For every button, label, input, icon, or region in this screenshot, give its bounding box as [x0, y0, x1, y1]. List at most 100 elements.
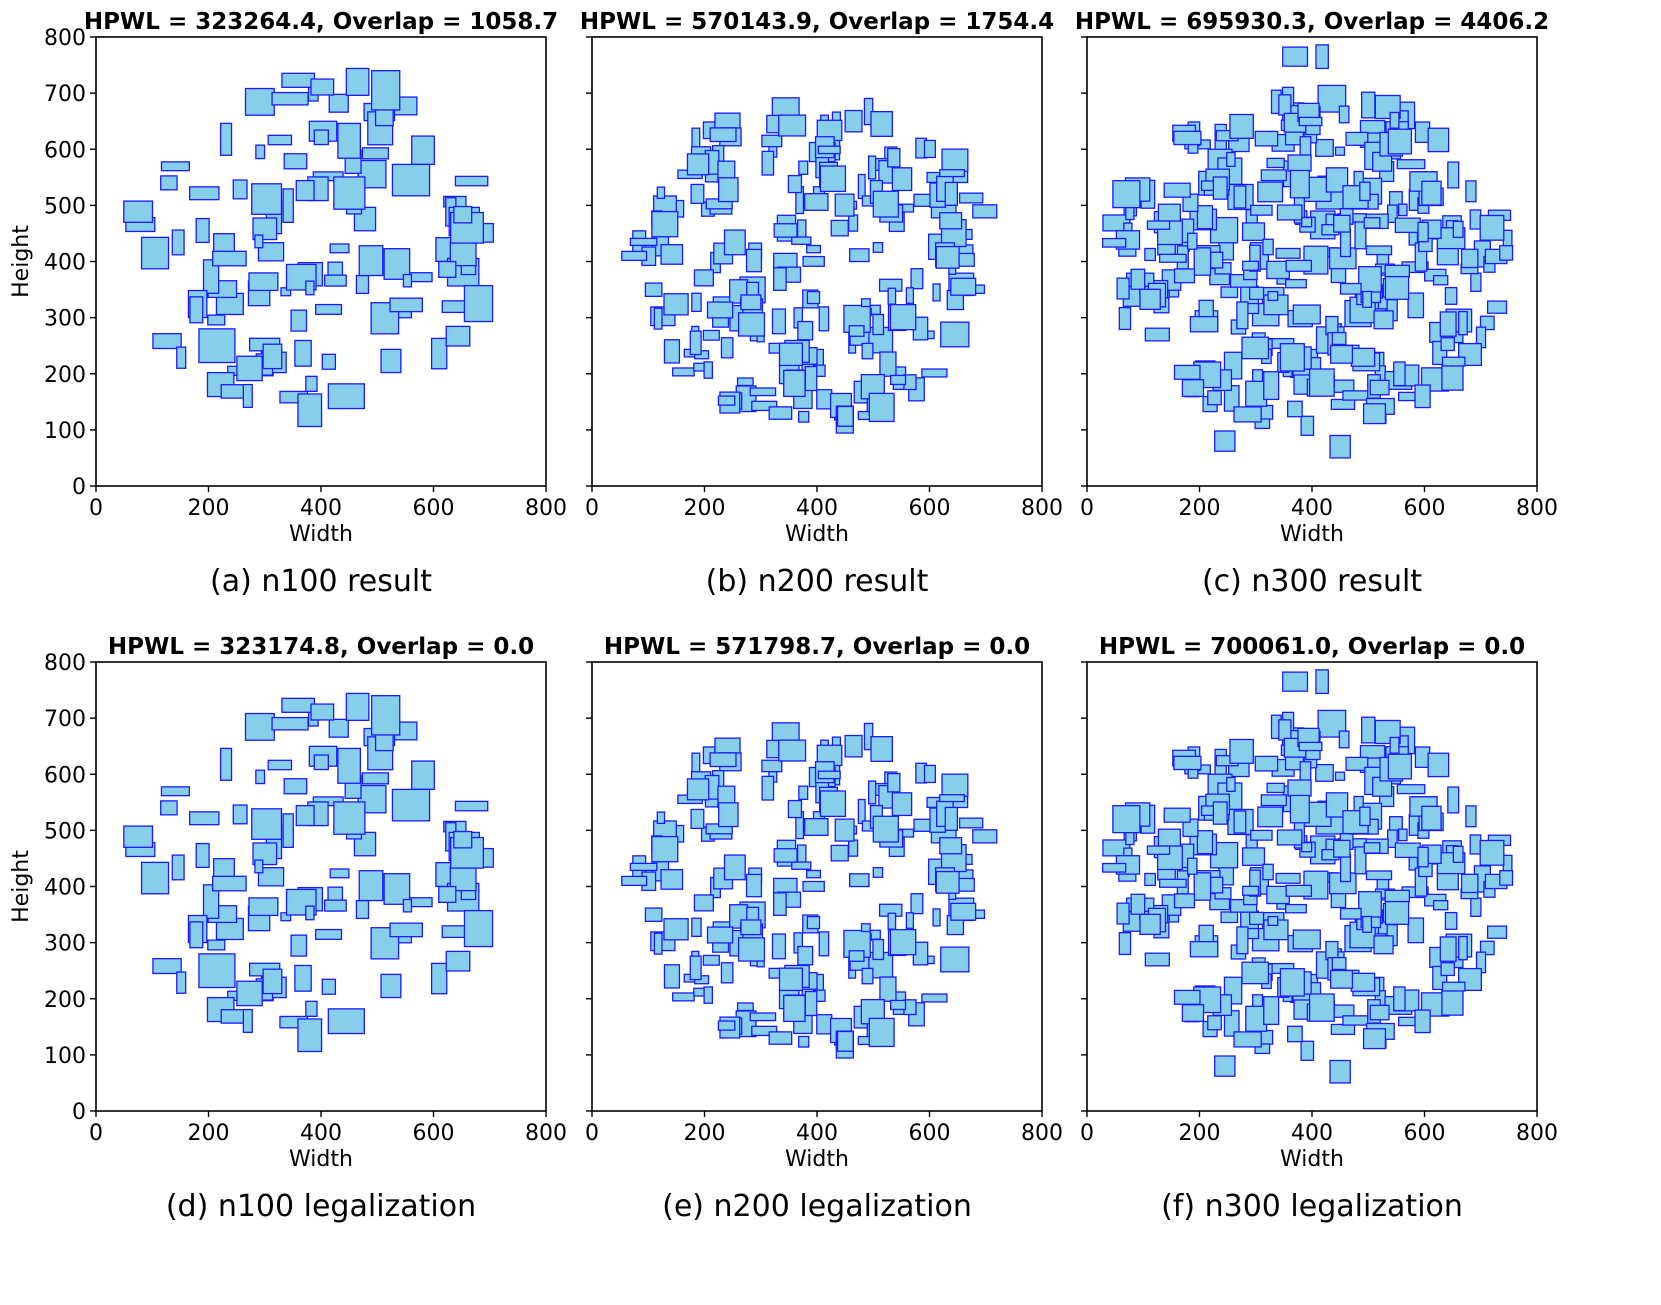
macro-block — [1300, 415, 1315, 436]
x-tick-label: 800 — [1021, 1121, 1063, 1146]
macro-block — [686, 153, 710, 176]
macro-block — [1479, 839, 1505, 866]
macro-block — [391, 788, 431, 822]
macro-block — [1359, 181, 1371, 202]
macro-block — [244, 87, 275, 116]
macro-block — [1389, 111, 1400, 129]
macro-block — [1275, 247, 1301, 259]
macro-block — [1276, 829, 1303, 846]
macro-block — [257, 867, 285, 887]
x-tick-label: 800 — [1516, 1121, 1558, 1146]
x-tick-label: 200 — [188, 496, 230, 521]
macro-block — [751, 400, 778, 412]
macro-block — [1345, 131, 1369, 146]
macro-block — [778, 967, 804, 992]
macro-block — [1465, 180, 1477, 203]
macro-block — [787, 174, 803, 194]
macro-block — [1220, 911, 1239, 924]
macro-block — [1373, 310, 1394, 330]
macro-block — [910, 893, 924, 915]
macro-block — [644, 907, 663, 923]
subplot-d: HPWL = 323174.8, Overlap = 0.0 0 200 400 600… — [9, 634, 567, 1224]
macro-block — [1414, 1009, 1431, 1034]
macro-block — [321, 978, 337, 995]
macro-block — [830, 219, 849, 237]
macro-block — [872, 866, 884, 878]
macro-block — [1441, 989, 1464, 1016]
macro-block — [1460, 248, 1479, 269]
macro-block — [358, 870, 384, 902]
macro-block — [1486, 300, 1508, 314]
y-tick-label: 500 — [44, 819, 86, 844]
macro-block — [816, 389, 833, 410]
macro-block — [212, 250, 247, 267]
macro-block — [1226, 776, 1236, 792]
macro-block — [751, 1025, 778, 1037]
macro-block — [879, 351, 897, 377]
macro-block — [1329, 344, 1354, 364]
macro-block — [297, 1018, 323, 1053]
y-tick-label: 600 — [44, 138, 86, 163]
macro-block — [798, 160, 809, 175]
macro-block — [195, 842, 210, 869]
macro-block — [1384, 889, 1411, 903]
macro-block — [935, 245, 960, 269]
macro-block — [1452, 845, 1464, 864]
macro-block — [251, 183, 283, 215]
macro-block — [219, 122, 233, 156]
macro-block — [849, 873, 870, 888]
macro-block — [740, 919, 762, 936]
macro-block — [315, 303, 343, 315]
macro-block — [691, 292, 702, 313]
macro-block — [1196, 205, 1214, 230]
macro-block — [1278, 719, 1292, 741]
x-tick-label: 400 — [300, 496, 342, 521]
macro-block — [160, 786, 190, 797]
macro-block — [849, 248, 870, 263]
macro-block — [706, 926, 734, 944]
macro-block — [1254, 418, 1271, 430]
x-tick-label: 800 — [1021, 496, 1063, 521]
macro-block — [749, 1012, 777, 1022]
y-tick-label: 500 — [44, 194, 86, 219]
macro-block — [791, 236, 812, 245]
macro-block — [283, 778, 308, 795]
macro-block — [798, 1035, 810, 1048]
y-tick-label: 700 — [44, 707, 86, 732]
macro-block — [1263, 371, 1280, 401]
macro-block — [889, 928, 917, 956]
macro-block — [463, 284, 494, 323]
macro-block — [806, 290, 821, 305]
macro-block — [834, 818, 855, 842]
macro-block — [1101, 237, 1127, 248]
macro-block — [123, 200, 154, 223]
blocks — [621, 97, 998, 434]
macro-block — [1421, 180, 1442, 206]
macro-block — [870, 735, 894, 762]
x-axis-label: Width — [1280, 522, 1344, 547]
macro-block — [717, 802, 739, 828]
macro-block — [1373, 935, 1394, 955]
macro-block — [1427, 127, 1450, 153]
macro-block — [280, 912, 292, 922]
macro-block — [1439, 936, 1457, 962]
macro-block — [941, 148, 969, 172]
macro-block — [1173, 130, 1202, 146]
macro-block — [1210, 251, 1224, 269]
blocks — [123, 692, 494, 1053]
macro-block — [1173, 364, 1201, 380]
macro-block — [337, 122, 362, 159]
macro-block — [935, 870, 960, 894]
macro-block — [1359, 806, 1371, 827]
macro-block — [1241, 847, 1266, 867]
macro-block — [1226, 151, 1236, 167]
macro-block — [1285, 278, 1307, 289]
macro-block — [1118, 307, 1132, 331]
macro-block — [783, 369, 806, 398]
macro-block — [321, 353, 337, 370]
x-tick-label: 600 — [413, 1121, 455, 1146]
macro-block — [438, 885, 457, 903]
macro-block — [844, 109, 863, 133]
macro-block — [310, 78, 335, 96]
macro-block — [778, 739, 807, 762]
